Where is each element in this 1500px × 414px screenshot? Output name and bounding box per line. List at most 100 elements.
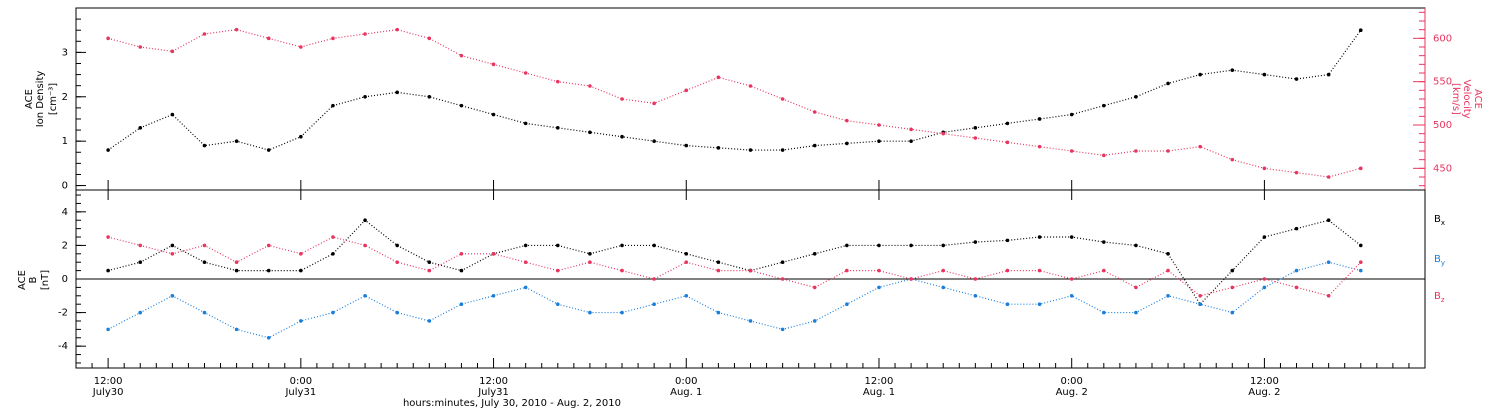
by-point — [973, 293, 978, 298]
bz-point — [234, 260, 239, 265]
velocity-point — [1358, 166, 1363, 171]
bz-point — [170, 252, 175, 256]
bx-point — [170, 243, 175, 248]
by-point — [234, 327, 239, 332]
by-point — [523, 285, 528, 290]
bottom-left-tick-label: -4 — [58, 341, 68, 352]
legend-by: By — [1434, 254, 1445, 267]
velocity-point — [170, 49, 175, 54]
bz-point — [202, 243, 207, 248]
bx-point — [1358, 243, 1363, 248]
density-point — [1294, 77, 1299, 81]
bx-line — [107, 219, 1362, 306]
by-point — [1166, 293, 1170, 298]
velocity-point — [909, 127, 913, 132]
by-point — [363, 293, 367, 298]
bz-point — [555, 268, 560, 273]
legend-by-main: B — [1434, 254, 1441, 265]
density-point — [684, 143, 689, 148]
bz-point — [1198, 293, 1202, 298]
bz-point — [1358, 260, 1363, 265]
bz-point — [1166, 268, 1170, 273]
by-point — [427, 319, 432, 323]
x-tick-label-date: July30 — [92, 387, 124, 398]
bz-point — [266, 243, 271, 248]
by-point — [780, 327, 785, 332]
bottom-left-tick-label: 2 — [62, 240, 68, 251]
bz-point — [620, 268, 624, 273]
density-point — [1069, 112, 1074, 117]
density-point — [812, 143, 817, 148]
x-tick-label-time: 0:00 — [675, 376, 697, 387]
bx-point — [812, 252, 817, 256]
top-right-axis: 450 500 550 600 — [1413, 8, 1452, 190]
bz-point — [1230, 285, 1235, 290]
top-panel-frame — [75, 7, 1426, 191]
bz-point — [299, 252, 303, 256]
bx-point — [363, 218, 367, 223]
bz-point — [395, 260, 399, 265]
bottom-ylabel-unit: [nT] — [40, 270, 51, 290]
by-point — [716, 310, 721, 315]
x-tick-label-date: July31 — [284, 387, 316, 398]
velocity-point — [459, 53, 464, 58]
velocity-point — [1102, 153, 1106, 158]
top-left-ylabel-unit: [cm⁻³] — [48, 83, 59, 115]
top-left-tick-label: 2 — [62, 92, 68, 103]
velocity-point — [427, 36, 432, 41]
density-point — [299, 134, 303, 139]
velocity-point — [266, 36, 271, 41]
density-point — [1134, 94, 1138, 99]
bx-point — [555, 243, 560, 248]
bx-point — [716, 260, 721, 265]
bottom-left-axis: -4 -2 0 2 4 — [58, 194, 86, 364]
velocity-point — [202, 32, 207, 36]
bz-point — [748, 268, 753, 273]
velocity-point — [1166, 149, 1170, 153]
x-tick-label-date: July31 — [477, 387, 509, 398]
legend-bx: Bx — [1434, 214, 1445, 227]
bx-point — [620, 243, 624, 248]
by-point — [652, 302, 656, 306]
bz-point — [1294, 285, 1299, 290]
bx-point — [266, 268, 271, 273]
bx-point — [523, 243, 528, 248]
density-point — [620, 134, 624, 139]
bx-point — [202, 260, 207, 265]
bz-point — [588, 260, 592, 265]
velocity-point — [684, 88, 689, 93]
bx-point — [909, 243, 913, 248]
by-line — [107, 261, 1361, 339]
top-left-tick-label: 0 — [62, 181, 68, 192]
bz-point — [459, 252, 464, 256]
bz-point — [845, 268, 849, 273]
bz-point — [1005, 268, 1010, 273]
density-point — [202, 143, 207, 148]
velocity-point — [1134, 149, 1138, 153]
velocity-point — [1230, 157, 1235, 162]
density-point — [491, 112, 496, 117]
density-point — [555, 126, 560, 130]
density-point — [395, 90, 399, 95]
density-point — [523, 121, 528, 126]
bz-point — [523, 260, 528, 265]
by-point — [1198, 302, 1202, 306]
velocity-point — [652, 101, 656, 106]
bx-point — [1037, 235, 1042, 239]
bx-point — [1134, 243, 1138, 248]
by-point — [491, 293, 496, 298]
x-tick-label-date: Aug. 2 — [1056, 387, 1088, 398]
density-point — [170, 112, 175, 117]
top-panel-density-velocity: 0 1 2 3 450 500 550 600 ACE Ion Density [cm⁻³]… — [24, 7, 1483, 192]
bx-point — [1230, 268, 1235, 273]
x-tick-label-time: 12:00 — [94, 376, 123, 387]
bz-line — [107, 236, 1362, 297]
bz-point — [877, 268, 881, 273]
bz-point — [491, 252, 496, 256]
x-tick-label-time: 12:00 — [479, 376, 508, 387]
x-tick-label-time: 0:00 — [1060, 376, 1082, 387]
x-tick-label-date: Aug. 1 — [863, 387, 895, 398]
legend-bz: Bz — [1434, 291, 1445, 304]
velocity-point — [1037, 144, 1042, 149]
by-point — [170, 293, 175, 298]
